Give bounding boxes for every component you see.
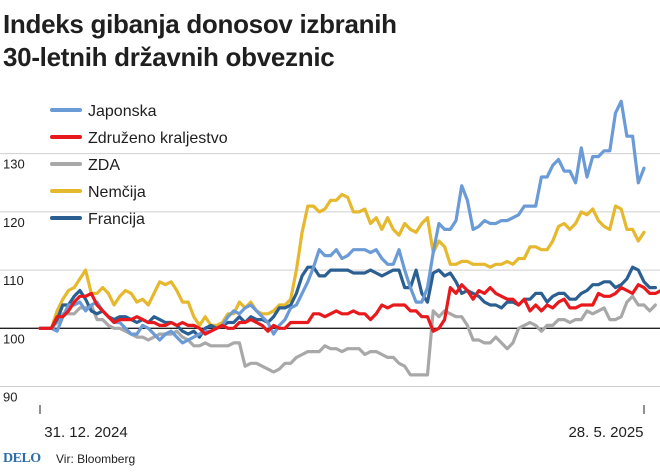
source-label: Vir: Bloomberg (56, 452, 136, 466)
y-tick-label-130: 130 (3, 157, 25, 172)
legend-label-zda: ZDA (88, 157, 120, 174)
series-line-nemcija (38, 192, 646, 330)
y-tick-label-100: 100 (3, 331, 25, 346)
y-tick-label-110: 110 (3, 273, 24, 288)
series-line-zdruzeno-kraljestvo (38, 283, 660, 336)
legend: Japonska Združeno kraljestvo ZDA Nemčija Fra… (50, 103, 228, 228)
legend-item-zda: ZDA (50, 157, 120, 174)
y-tick-label-120: 120 (3, 215, 25, 230)
x-tick-label-end: 28. 5. 2025 (568, 424, 643, 441)
legend-item-nemcija: Nemčija (50, 184, 146, 201)
legend-label-zdruzeno-kraljestvo: Združeno kraljestvo (88, 130, 228, 147)
x-tick-label-start: 31. 12. 2024 (44, 424, 127, 441)
legend-label-nemcija: Nemčija (88, 184, 146, 201)
legend-item-francija: Francija (50, 211, 145, 228)
footer: DELO Vir: Bloomberg (0, 450, 660, 470)
legend-label-japonska: Japonska (88, 103, 157, 120)
y-tick-label-90: 90 (3, 390, 17, 405)
chart-title: Indeks gibanja donosov izbranih 30-letni… (3, 8, 397, 74)
delo-logo: DELO (3, 451, 41, 466)
series-line-francija (38, 265, 658, 339)
chart-title-line-2: 30-letnih državnih obveznic (3, 42, 335, 72)
legend-item-japonska: Japonska (50, 103, 157, 120)
series-line-zda (38, 294, 658, 377)
chart-title-line-1: Indeks gibanja donosov izbranih (3, 9, 397, 39)
y-tick-labels: 90 100 110 120 130 (3, 157, 25, 405)
series-lines (38, 99, 660, 377)
series-line-japonska (38, 99, 646, 345)
x-axis: 31. 12. 2024 28. 5. 2025 (39, 405, 645, 441)
grid-lines (0, 153, 660, 388)
legend-label-francija: Francija (88, 211, 145, 228)
legend-item-zdruzeno-kraljestvo: Združeno kraljestvo (50, 130, 228, 147)
